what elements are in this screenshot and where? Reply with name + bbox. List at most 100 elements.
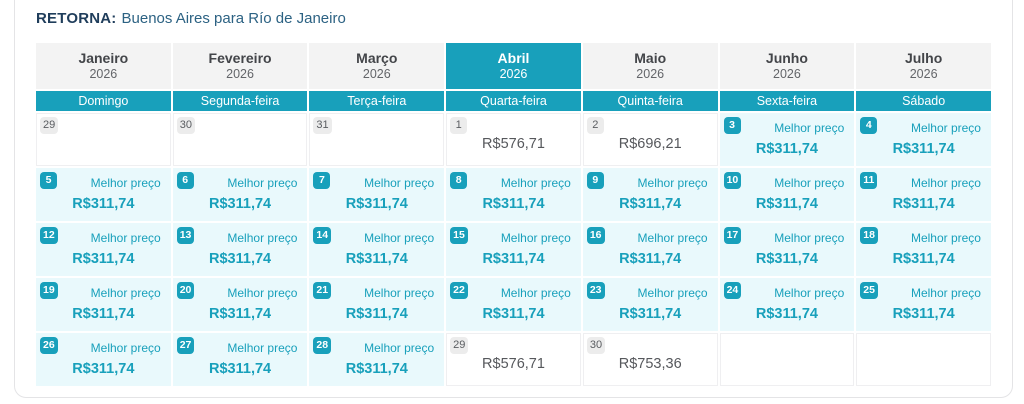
price-value: R$311,74: [892, 141, 955, 157]
price-value: R$311,74: [72, 196, 135, 212]
calendar-day-cell-3[interactable]: 3 Melhor preço R$311,74: [719, 113, 855, 166]
direction-label: RETORNA:: [36, 10, 117, 27]
month-tab-janeiro[interactable]: Janeiro 2026: [36, 43, 171, 89]
best-price-label: Melhor preço: [364, 231, 435, 245]
calendar-day-cell-5[interactable]: 5 Melhor preço R$311,74: [36, 168, 171, 221]
calendar-day-cell-31: 31: [309, 113, 445, 166]
best-price-label: Melhor preço: [227, 341, 298, 355]
price-value: R$311,74: [345, 361, 408, 377]
calendar-day-cell-12[interactable]: 12 Melhor preço R$311,74: [36, 223, 171, 276]
calendar-empty-cell: [856, 333, 991, 386]
day-number-badge: 13: [176, 227, 195, 244]
month-name: Janeiro: [78, 50, 129, 66]
day-number-badge: 31: [313, 117, 332, 134]
month-year: 2026: [499, 67, 528, 81]
calendar-day-cell-27[interactable]: 27 Melhor preço R$311,74: [172, 333, 308, 386]
month-tab-abril[interactable]: Abril 2026: [446, 43, 581, 89]
weekday-header: Sábado: [856, 91, 991, 111]
calendar-day-cell-10[interactable]: 10 Melhor preço R$311,74: [719, 168, 855, 221]
calendar-day-cell-19[interactable]: 19 Melhor preço R$311,74: [36, 278, 171, 331]
price-value: R$311,74: [345, 196, 408, 212]
month-name: Março: [356, 50, 398, 66]
calendar-day-cell-14[interactable]: 14 Melhor preço R$311,74: [309, 223, 445, 276]
month-tab-julho[interactable]: Julho 2026: [856, 43, 991, 89]
calendar-day-cell-28[interactable]: 28 Melhor preço R$311,74: [309, 333, 445, 386]
day-number-badge: 19: [40, 282, 58, 299]
calendar-day-cell-7[interactable]: 7 Melhor preço R$311,74: [309, 168, 445, 221]
calendar-day-cell-29[interactable]: 29 R$576,71: [446, 333, 581, 386]
day-number-badge: 28: [313, 337, 332, 354]
price-value: R$696,21: [618, 136, 682, 152]
month-tab-maio[interactable]: Maio 2026: [582, 43, 718, 89]
month-year: 2026: [773, 67, 801, 81]
day-number-badge: 12: [40, 227, 58, 244]
day-number-badge: 3: [723, 117, 741, 134]
best-price-label: Melhor preço: [774, 176, 845, 190]
day-number-badge: 2: [586, 117, 604, 134]
price-value: R$311,74: [619, 251, 682, 267]
calendar-day-cell-30: 30: [172, 113, 308, 166]
calendar-day-cell-22[interactable]: 22 Melhor preço R$311,74: [446, 278, 581, 331]
best-price-label: Melhor preço: [90, 176, 161, 190]
calendar-day-cell-6[interactable]: 6 Melhor preço R$311,74: [172, 168, 308, 221]
month-year: 2026: [909, 67, 938, 81]
price-value: R$576,71: [482, 356, 545, 372]
price-value: R$311,74: [209, 196, 272, 212]
best-price-label: Melhor preço: [774, 231, 845, 245]
best-price-label: Melhor preço: [910, 231, 981, 245]
calendar-day-cell-13[interactable]: 13 Melhor preço R$311,74: [172, 223, 308, 276]
best-price-label: Melhor preço: [910, 121, 981, 135]
price-value: R$311,74: [209, 361, 272, 377]
calendar-day-cell-9[interactable]: 9 Melhor preço R$311,74: [582, 168, 718, 221]
day-number-badge: 29: [450, 337, 469, 354]
calendar-day-cell-2[interactable]: 2 R$696,21: [582, 113, 718, 166]
calendar-day-cell-16[interactable]: 16 Melhor preço R$311,74: [582, 223, 718, 276]
calendar-day-cell-15[interactable]: 15 Melhor preço R$311,74: [446, 223, 581, 276]
month-year: 2026: [89, 67, 118, 81]
day-number-badge: 18: [860, 227, 878, 244]
month-tab-fevereiro[interactable]: Fevereiro 2026: [172, 43, 308, 89]
weekday-header: Domingo: [36, 91, 171, 111]
calendar-day-cell-11[interactable]: 11 Melhor preço R$311,74: [856, 168, 991, 221]
calendar-day-cell-20[interactable]: 20 Melhor preço R$311,74: [172, 278, 308, 331]
month-tab-junho[interactable]: Junho 2026: [719, 43, 855, 89]
price-value: R$311,74: [345, 251, 408, 267]
price-calendar-grid: Janeiro 2026 Fevereiro 2026 Março 2026 Abril 20…: [36, 43, 991, 386]
best-price-label: Melhor preço: [227, 231, 298, 245]
calendar-day-cell-23[interactable]: 23 Melhor preço R$311,74: [582, 278, 718, 331]
best-price-label: Melhor preço: [637, 286, 708, 300]
calendar-day-cell-30[interactable]: 30 R$753,36: [582, 333, 718, 386]
best-price-label: Melhor preço: [227, 176, 298, 190]
day-number-badge: 14: [313, 227, 332, 244]
price-value: R$311,74: [482, 196, 545, 212]
day-number-badge: 24: [723, 282, 742, 299]
day-number-badge: 27: [176, 337, 195, 354]
calendar-day-cell-21[interactable]: 21 Melhor preço R$311,74: [309, 278, 445, 331]
calendar-day-cell-24[interactable]: 24 Melhor preço R$311,74: [719, 278, 855, 331]
best-price-label: Melhor preço: [90, 231, 161, 245]
price-calendar-card: RETORNA: Buenos Aires para Río de Janeiro…: [14, 0, 1013, 398]
weekday-header: Sexta-feira: [719, 91, 855, 111]
calendar-day-cell-8[interactable]: 8 Melhor preço R$311,74: [446, 168, 581, 221]
calendar-day-cell-26[interactable]: 26 Melhor preço R$311,74: [36, 333, 171, 386]
price-value: R$311,74: [482, 251, 545, 267]
calendar-day-cell-18[interactable]: 18 Melhor preço R$311,74: [856, 223, 991, 276]
month-tab-março[interactable]: Março 2026: [309, 43, 445, 89]
day-number-badge: 23: [586, 282, 605, 299]
price-value: R$311,74: [209, 251, 272, 267]
day-number-badge: 26: [40, 337, 58, 354]
best-price-label: Melhor preço: [90, 286, 161, 300]
weekday-header: Quarta-feira: [446, 91, 581, 111]
calendar-day-cell-4[interactable]: 4 Melhor preço R$311,74: [856, 113, 991, 166]
day-number-badge: 7: [313, 172, 331, 189]
weekday-header: Segunda-feira: [172, 91, 308, 111]
best-price-label: Melhor preço: [637, 231, 708, 245]
calendar-day-cell-17[interactable]: 17 Melhor preço R$311,74: [719, 223, 855, 276]
weekday-header: Terça-feira: [309, 91, 445, 111]
day-number-badge: 10: [723, 172, 742, 189]
day-number-badge: 8: [450, 172, 468, 189]
calendar-day-cell-29: 29: [36, 113, 171, 166]
calendar-day-cell-25[interactable]: 25 Melhor preço R$311,74: [856, 278, 991, 331]
calendar-day-cell-1[interactable]: 1 R$576,71: [446, 113, 581, 166]
day-number-badge: 6: [176, 172, 194, 189]
